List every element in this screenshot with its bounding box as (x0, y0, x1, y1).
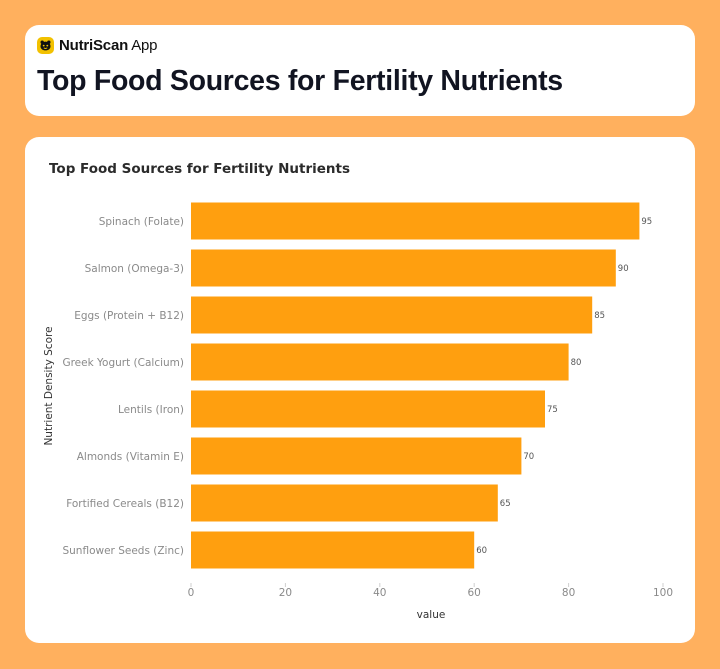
y-tick-label: Sunflower Seeds (Zinc) (62, 545, 184, 557)
y-tick-label: Almonds (Vitamin E) (77, 451, 184, 463)
bar (191, 296, 593, 334)
x-tick-label: 80 (562, 587, 575, 599)
bar (191, 343, 569, 381)
x-tick-label: 40 (373, 587, 386, 599)
y-tick-label: Lentils (Iron) (118, 404, 184, 416)
data-label: 70 (523, 452, 534, 462)
y-tick-label: Greek Yogurt (Calcium) (62, 357, 184, 369)
y-tick-label: Spinach (Folate) (99, 216, 184, 228)
x-tick-label: 60 (468, 587, 481, 599)
bar (191, 390, 545, 428)
bar (191, 249, 616, 287)
header-card: NutriScan App Top Food Sources for Ferti… (25, 25, 695, 116)
data-label: 85 (594, 311, 605, 321)
nutriscan-logo-icon (37, 37, 54, 54)
y-axis-title: Nutrient Density Score (43, 326, 55, 445)
x-tick-label: 0 (188, 587, 195, 599)
data-label: 75 (547, 405, 558, 415)
bar (191, 437, 522, 475)
bar (191, 202, 640, 240)
chart-title: Top Food Sources for Fertility Nutrients (49, 161, 350, 177)
bar-chart: Top Food Sources for Fertility Nutrients… (43, 161, 673, 621)
x-axis-ticks: 0 20 40 60 80 100 (188, 583, 673, 599)
bar (191, 484, 498, 522)
data-label: 90 (618, 264, 629, 274)
page-title: Top Food Sources for Fertility Nutrients (37, 65, 563, 97)
bars (191, 202, 640, 569)
y-tick-labels: Spinach (Folate) Salmon (Omega-3) Eggs (Pr… (62, 216, 184, 557)
app-name: NutriScan App (59, 37, 158, 54)
data-label: 65 (500, 499, 511, 509)
x-axis-title: value (417, 609, 446, 621)
data-label: 95 (641, 217, 652, 227)
x-tick-label: 20 (279, 587, 292, 599)
y-tick-label: Salmon (Omega-3) (85, 263, 184, 275)
x-tick-label: 100 (653, 587, 673, 599)
y-tick-label: Eggs (Protein + B12) (74, 310, 184, 322)
brand[interactable]: NutriScan App (37, 37, 157, 54)
bar (191, 531, 475, 569)
y-tick-label: Fortified Cereals (B12) (66, 498, 184, 510)
data-labels: 95 90 85 80 75 70 65 60 (476, 217, 652, 556)
data-label: 80 (571, 358, 582, 368)
data-label: 60 (476, 546, 487, 556)
chart-card: Top Food Sources for Fertility Nutrients… (25, 137, 695, 643)
